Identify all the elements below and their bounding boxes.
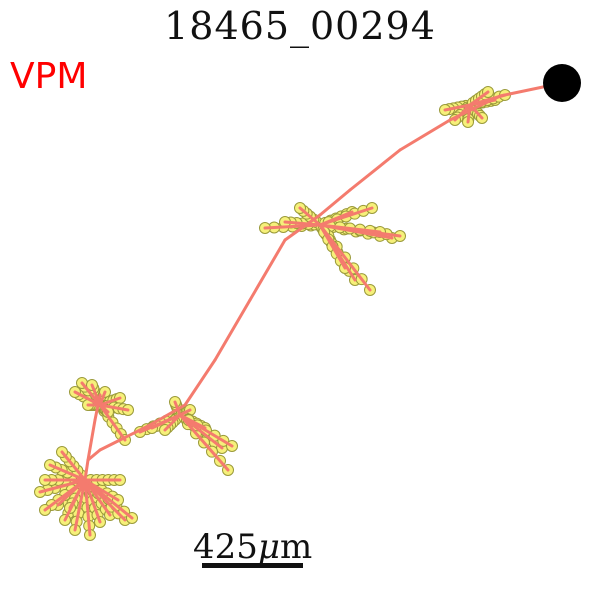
axon-segment <box>98 438 122 452</box>
page-title: 18465_00294 <box>164 4 436 48</box>
axon-segment <box>60 450 87 482</box>
axon-segment <box>178 413 234 448</box>
axon-segment <box>318 223 347 270</box>
scale-bar-unit-symbol: μ <box>257 527 281 567</box>
axon-segment <box>98 403 127 442</box>
axon-segment <box>83 478 92 537</box>
axon-segment <box>443 103 472 112</box>
axon-segment <box>163 413 182 432</box>
axon-segment <box>348 148 402 192</box>
axon-segment <box>466 103 472 124</box>
axon-segment <box>98 390 107 407</box>
axon-segment <box>248 238 287 302</box>
soma <box>543 64 581 102</box>
axon-segment <box>48 463 87 482</box>
axon-segment <box>178 408 192 417</box>
axon-segment <box>318 206 374 227</box>
axon-segment <box>83 458 90 482</box>
axon-segment <box>38 478 87 494</box>
axon-segment <box>213 298 252 362</box>
axon-segment <box>86 418 97 462</box>
axon-segment <box>73 478 87 532</box>
axon-segment <box>183 358 217 407</box>
axon-segment <box>468 93 507 107</box>
axon-segment <box>98 403 110 414</box>
axon-segment <box>86 448 102 462</box>
axon-segment <box>468 90 490 107</box>
axon-segment <box>173 400 182 417</box>
scale-bar-value: 425 <box>193 527 258 567</box>
axon-segment <box>318 223 382 234</box>
axon-segment <box>283 220 322 227</box>
axon-boutons <box>34 86 511 541</box>
axon-segment <box>98 403 130 412</box>
axon-segment <box>98 396 122 407</box>
axon-segment <box>73 390 102 407</box>
axon-segment <box>83 478 102 524</box>
axon-segment <box>398 118 452 152</box>
axon-segment <box>178 413 230 472</box>
axon-segment <box>43 478 87 512</box>
scale-bar-unit-suffix: m <box>280 527 313 567</box>
axon-segment <box>150 413 182 430</box>
axon-edges <box>38 81 564 537</box>
axon-segment <box>68 478 87 510</box>
scale-bar-line <box>202 563 303 568</box>
axon-segment <box>148 403 187 427</box>
axon-segment <box>318 188 352 217</box>
axon-segment <box>90 383 102 407</box>
axon-segment <box>298 206 322 227</box>
axon-segment <box>453 103 472 122</box>
axon-segment <box>468 103 484 120</box>
region-label: VPM <box>10 56 88 97</box>
scale-bar-label: 425μm <box>193 527 312 567</box>
axon-segment <box>318 223 372 292</box>
axon-segment <box>83 478 120 502</box>
